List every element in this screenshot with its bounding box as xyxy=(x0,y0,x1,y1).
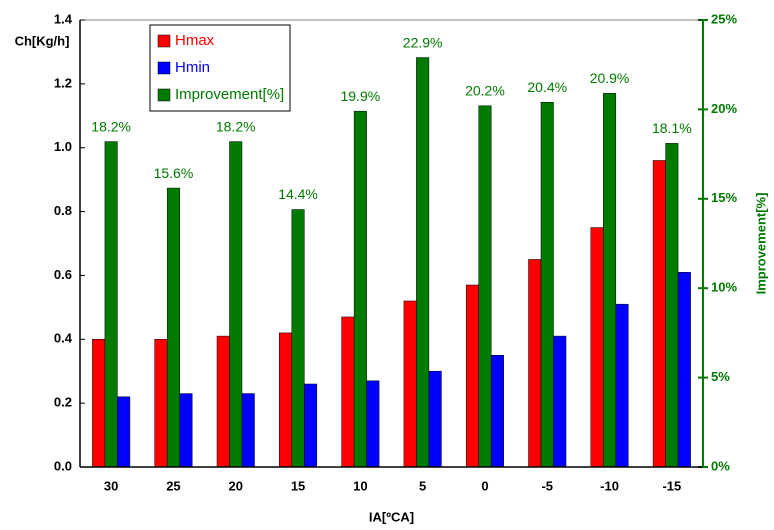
bar xyxy=(117,396,131,468)
bar xyxy=(652,160,666,468)
bar xyxy=(353,110,367,468)
x-tick-label: 15 xyxy=(291,478,305,493)
value-label: 19.9% xyxy=(340,88,380,104)
bar xyxy=(540,101,554,468)
bar xyxy=(304,383,318,468)
value-label: 20.2% xyxy=(465,83,505,99)
legend-label: Hmin xyxy=(175,59,210,76)
bar xyxy=(465,284,479,468)
y2-tick-label: 5% xyxy=(711,369,730,384)
y-tick-label: 0.4 xyxy=(54,331,73,346)
bar xyxy=(154,339,168,468)
y2-tick-label: 20% xyxy=(711,101,737,116)
value-label: 14.4% xyxy=(278,186,318,202)
y2-tick-label: 15% xyxy=(711,190,737,205)
y-tick-label: 0.2 xyxy=(54,395,72,410)
bar xyxy=(416,57,430,468)
bar xyxy=(528,259,542,468)
legend-label: Hmax xyxy=(175,32,215,49)
bar xyxy=(241,393,255,468)
x-tick-label: 5 xyxy=(419,478,426,493)
y-tick-label: 1.2 xyxy=(54,75,72,90)
value-label: 18.2% xyxy=(216,118,256,134)
value-label: 20.4% xyxy=(527,79,567,95)
legend-label: Improvement[%] xyxy=(175,86,284,103)
bar xyxy=(428,370,442,468)
y2-tick-label: 25% xyxy=(711,11,737,26)
bar xyxy=(403,300,417,468)
y-tick-label: 1.0 xyxy=(54,139,72,154)
value-label: 18.1% xyxy=(652,120,692,136)
bar xyxy=(104,141,118,468)
bar xyxy=(179,393,193,468)
x-tick-label: 0 xyxy=(481,478,488,493)
x-tick-label: 30 xyxy=(104,478,118,493)
legend-swatch xyxy=(157,88,171,102)
bar xyxy=(490,355,504,468)
bar xyxy=(553,335,567,468)
bar xyxy=(478,105,492,468)
value-label: 20.9% xyxy=(590,70,630,86)
bar xyxy=(166,187,180,468)
y2-tick-label: 10% xyxy=(711,280,737,295)
y-axis-title: Ch[Kg/h] xyxy=(15,33,70,48)
bar xyxy=(590,227,604,468)
x-tick-label: 10 xyxy=(353,478,367,493)
bar xyxy=(603,93,617,468)
legend-swatch xyxy=(157,34,171,48)
bar xyxy=(665,143,679,468)
x-tick-label: 20 xyxy=(229,478,243,493)
y-tick-label: 0.8 xyxy=(54,203,72,218)
bar xyxy=(92,339,106,468)
legend-box xyxy=(149,24,291,112)
x-axis-title: IA[ºCA] xyxy=(369,509,414,524)
bar xyxy=(366,380,380,468)
x-tick-label: -10 xyxy=(600,478,619,493)
y-tick-label: 1.4 xyxy=(54,11,73,26)
y-tick-label: 0.0 xyxy=(54,458,72,473)
bar xyxy=(677,271,691,468)
bar xyxy=(279,332,293,468)
legend-swatch xyxy=(157,61,171,75)
x-tick-label: -5 xyxy=(541,478,553,493)
bar xyxy=(615,303,629,468)
y2-axis-title: Improvement[%] xyxy=(753,193,768,295)
y2-tick-label: 0% xyxy=(711,458,730,473)
bar xyxy=(216,335,230,468)
bar xyxy=(229,141,243,468)
value-label: 22.9% xyxy=(403,34,443,50)
value-label: 18.2% xyxy=(91,118,131,134)
x-tick-label: -15 xyxy=(662,478,681,493)
y-tick-label: 0.6 xyxy=(54,267,72,282)
value-label: 15.6% xyxy=(154,165,194,181)
bar xyxy=(341,316,355,468)
bar xyxy=(291,209,305,468)
x-tick-label: 25 xyxy=(166,478,180,493)
